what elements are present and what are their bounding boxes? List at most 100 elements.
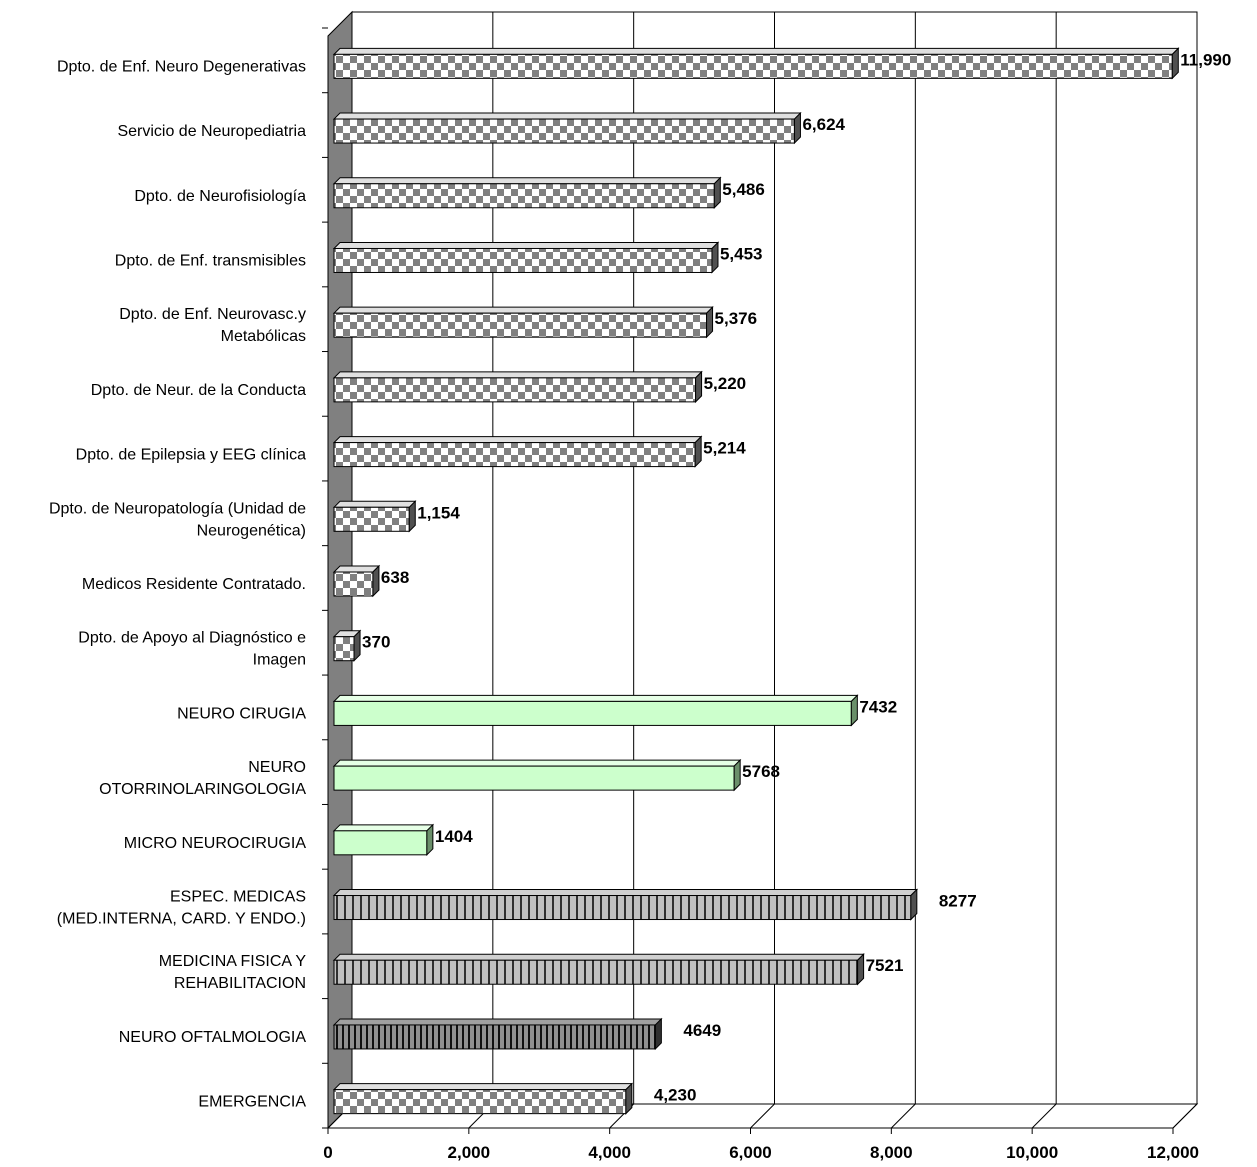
bar-front — [333, 959, 859, 985]
category-label: Dpto. de Neurofisiología — [134, 188, 306, 205]
category-label-line: NEURO OFTALMOLOGIA — [119, 1029, 307, 1046]
bar-end — [857, 953, 865, 986]
category-label: Dpto. de Enf. transmisibles — [115, 252, 306, 269]
bar-top — [332, 500, 417, 508]
bar-end — [625, 1082, 633, 1115]
bar-front — [333, 636, 355, 662]
bar-top — [332, 306, 714, 314]
bar-top — [332, 1018, 663, 1026]
value-label: 5,220 — [704, 374, 747, 393]
category-label: Dpto. de Neuropatología (Unidad de Neurog… — [49, 500, 306, 539]
category-label: NEURO OTORRINOLARINGOLOGIA — [99, 759, 306, 798]
bar-front — [333, 506, 410, 532]
category-label-line: Dpto. de Apoyo al Diagnóstico e — [78, 630, 306, 647]
bar — [332, 500, 417, 533]
category-label: EMERGENCIA — [198, 1094, 306, 1111]
x-tick-label: 2,000 — [448, 1143, 491, 1162]
value-label: 4,230 — [654, 1086, 697, 1105]
bar — [332, 305, 714, 339]
bar-end — [733, 758, 741, 792]
category-label: NEURO OFTALMOLOGIA — [119, 1029, 307, 1046]
category-label-line: OTORRINOLARINGOLOGIA — [99, 781, 306, 798]
value-label: 5768 — [742, 762, 780, 781]
floor-gridline — [750, 1103, 775, 1129]
category-label-line: Dpto. de Enf. Neuro Degenerativas — [57, 58, 306, 75]
category-label-line: Dpto. de Neurofisiología — [134, 188, 306, 205]
bar — [332, 953, 865, 986]
bar-top — [332, 1083, 634, 1091]
x-tick-label: 10,000 — [1006, 1143, 1058, 1162]
bar-end — [654, 1017, 662, 1051]
bar-end — [793, 111, 801, 145]
bar — [332, 1017, 663, 1051]
category-label: Medicos Residente Contratado. — [82, 576, 306, 593]
bar-top — [332, 47, 1180, 55]
x-tick-label: 4,000 — [588, 1143, 631, 1162]
category-label-line: Dpto. de Epilepsia y EEG clínica — [76, 447, 306, 464]
category-label: Dpto. de Enf. Neurovasc.y Metabólicas — [119, 306, 306, 345]
value-label: 7432 — [859, 697, 897, 716]
category-label: MICRO NEUROCIRUGIA — [124, 835, 307, 852]
bar-end — [694, 435, 702, 468]
value-label: 370 — [362, 633, 390, 652]
bar-end — [711, 241, 719, 274]
bar — [332, 176, 722, 209]
bar-front — [333, 700, 852, 726]
bar — [332, 111, 802, 145]
value-label: 638 — [381, 568, 409, 587]
bar-end — [713, 176, 721, 209]
bar-end — [910, 888, 918, 921]
bar — [332, 823, 435, 857]
bar — [332, 241, 720, 274]
category-label: NEURO CIRUGIA — [177, 705, 306, 722]
value-label: 7521 — [866, 956, 904, 975]
bar-front — [333, 183, 715, 209]
bar-top — [332, 953, 865, 961]
bar-front — [333, 377, 697, 403]
x-axis-ticks: 0 2,000 4,000 6,000 8,000 10,000 12,000 — [322, 27, 1199, 1162]
bars — [332, 47, 1180, 1115]
category-label-line: Imagen — [253, 652, 306, 669]
category-label: ESPEC. MEDICAS (MED.INTERNA, CARD. Y ENDO… — [57, 889, 306, 928]
bar-end — [426, 823, 434, 857]
bar — [332, 435, 703, 468]
bar — [332, 370, 703, 404]
x-tick-label: 12,000 — [1147, 1143, 1199, 1162]
category-label-line: NEURO — [248, 759, 306, 776]
bar-front — [333, 571, 374, 597]
bar-front — [333, 1089, 627, 1115]
category-label: Dpto. de Apoyo al Diagnóstico e Imagen — [78, 630, 306, 669]
category-label-line: Dpto. de Enf. Neurovasc.y — [119, 306, 306, 323]
bar — [332, 564, 381, 598]
value-label: 5,376 — [715, 309, 758, 328]
value-label: 1,154 — [417, 503, 460, 522]
category-label: MEDICINA FISICA Y REHABILITACION — [159, 953, 307, 992]
bar-end — [372, 564, 380, 598]
category-label: Dpto. de Neur. de la Conducta — [91, 382, 306, 399]
bar-top — [332, 241, 720, 249]
bar-front — [333, 118, 795, 144]
bar-front — [333, 1024, 656, 1050]
bar-end — [408, 500, 416, 533]
bar-top — [332, 436, 703, 444]
value-label: 1404 — [435, 827, 473, 846]
x-tick-label: 8,000 — [870, 1143, 913, 1162]
bar-end — [695, 370, 703, 404]
bar-end — [353, 629, 361, 662]
category-label-line: EMERGENCIA — [198, 1094, 306, 1111]
category-label-line: Metabólicas — [221, 328, 306, 345]
bar-top — [332, 694, 859, 702]
category-label: Dpto. de Enf. Neuro Degenerativas — [57, 58, 306, 75]
bar-front — [333, 53, 1173, 79]
category-label-line: MICRO NEUROCIRUGIA — [124, 835, 307, 852]
value-label: 5,453 — [720, 244, 763, 263]
category-label-line: Servicio de Neuropediatria — [117, 123, 306, 140]
category-label-line: Medicos Residente Contratado. — [82, 576, 306, 593]
category-label: Servicio de Neuropediatria — [117, 123, 306, 140]
category-labels: Dpto. de Enf. Neuro Degenerativas Servici… — [49, 58, 306, 1110]
bar — [332, 694, 859, 727]
bar-front — [333, 830, 428, 856]
floor-gridline — [1031, 1103, 1057, 1129]
category-label-line: ESPEC. MEDICAS — [170, 889, 306, 906]
